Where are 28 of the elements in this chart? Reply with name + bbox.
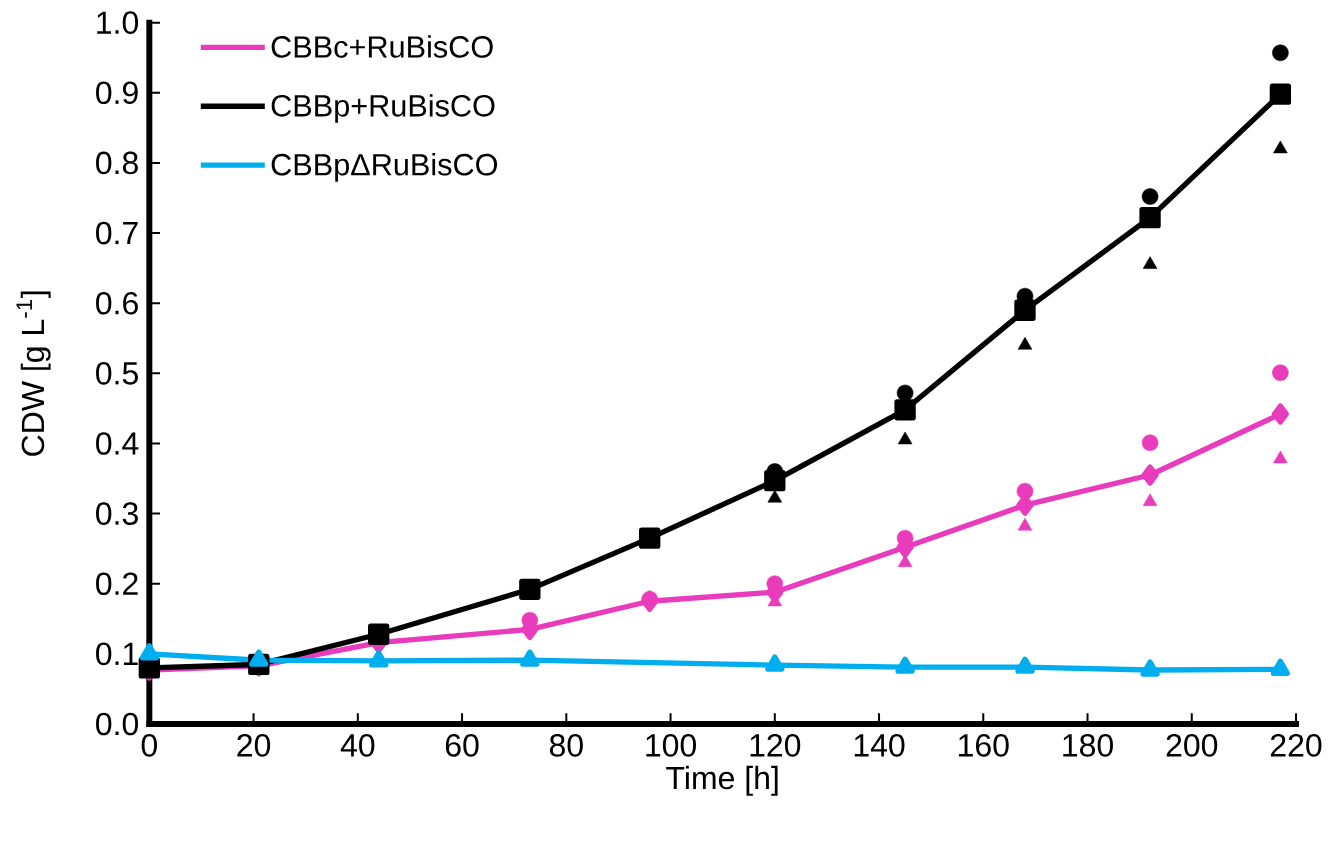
x-tick-label: 220 [1270,734,1322,757]
x-axis-title: Time [h] [666,765,778,796]
x-tick-label: 20 [237,734,271,757]
y-tick-label: 0.9 [96,81,138,105]
x-tick-label: 100 [646,734,696,757]
x-tick-label: 180 [1063,734,1113,757]
x-tick-label: 0 [141,734,157,757]
x-tick-label: 160 [959,734,1009,757]
y-tick-label: 0.8 [96,151,138,175]
y-tick-label: 0.1 [96,642,138,666]
y-tick-label: 0.6 [96,291,138,315]
y-tick-label: 0.4 [96,432,139,455]
y-tick-label: 0.7 [96,221,138,245]
x-tick-label: 200 [1166,734,1218,757]
y-tick-label: 0.3 [96,502,138,525]
y-tick-label: 0.0 [96,712,139,736]
x-tick-label: 40 [340,734,375,757]
legend-label: CBBpΔRuBisCO [271,153,498,182]
x-tick-label: 120 [750,734,801,757]
y-tick-label: 0.5 [96,362,138,385]
y-tick-label: 1.0 [97,11,139,34]
y-tick-label: 0.2 [96,572,138,596]
x-tick-label: 140 [854,734,905,757]
legend-label: CBBp+RuBisCO [271,94,495,123]
x-tick-label: 80 [549,734,583,757]
y-axis-title: CDW [g L$^{-1}$] [16,291,51,456]
x-tick-label: 60 [445,734,479,757]
legend-label: CBBc+RuBisCO [271,35,493,58]
